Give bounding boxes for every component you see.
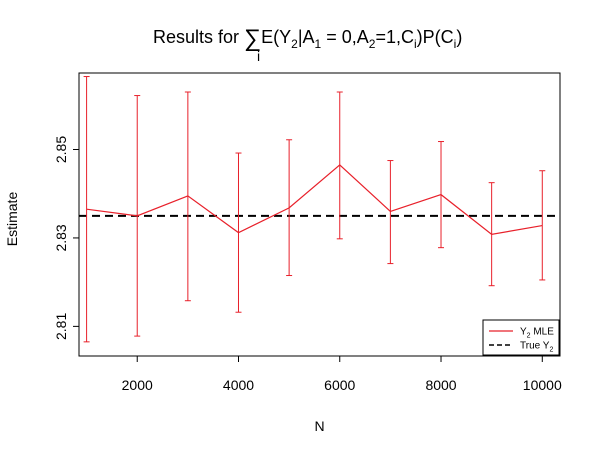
x-tick-label-6000: 6000	[324, 377, 355, 393]
title-expr-2: |A	[298, 27, 315, 47]
title-sum-symbol: ∑	[244, 25, 261, 52]
title-expr-6: )	[456, 27, 462, 47]
svg-text:Results for ∑E(Y2|A1 = 0,A2=1,: Results for ∑E(Y2|A1 = 0,A2=1,Ci)P(Ci)	[153, 25, 462, 52]
chart-title: Results for ∑E(Y2|A1 = 0,A2=1,Ci)P(Ci) i	[153, 25, 462, 64]
x-axis: 2000 4000 6000 8000 10000	[122, 356, 562, 393]
title-sub-5: i	[454, 37, 457, 51]
legend-mle-sub: 2	[527, 333, 531, 340]
x-tick-label-10000: 10000	[523, 377, 562, 393]
legend-mle-label: Y2 MLE	[520, 327, 554, 340]
y2-mle-layer	[83, 76, 546, 343]
title-sub-3: 2	[369, 37, 376, 51]
title-sub-2: 1	[315, 37, 322, 51]
title-sub-4: i	[414, 37, 417, 51]
y-axis-label: Estimate	[4, 192, 20, 247]
x-tick-label-4000: 4000	[223, 377, 254, 393]
y-tick-label-1: 2.83	[53, 224, 69, 251]
title-expr-3: = 0,A	[321, 27, 369, 47]
x-tick-label-8000: 8000	[425, 377, 456, 393]
legend-true-label: True Y2	[520, 341, 553, 354]
title-prefix: Results for	[153, 27, 244, 47]
legend-true-sub: 2	[549, 347, 553, 354]
x-axis-label: N	[314, 418, 324, 434]
title-expr-1: E(Y	[261, 27, 291, 47]
x-tick-label-2000: 2000	[122, 377, 153, 393]
title-sum-index: i	[257, 48, 260, 64]
legend-mle-base: Y	[520, 327, 527, 338]
legend-box	[482, 319, 560, 356]
y2-mle-line	[86, 164, 543, 236]
legend: Y2 MLE True Y2	[482, 319, 560, 356]
y-tick-label-0: 2.81	[53, 313, 69, 340]
plot-frame	[78, 72, 561, 357]
title-sub-1: 2	[291, 37, 298, 51]
y-tick-label-2: 2.85	[53, 136, 69, 163]
legend-mle-rest: MLE	[531, 327, 555, 338]
y-axis: 2.81 2.83 2.85	[53, 136, 79, 340]
legend-true-base: True Y	[520, 341, 550, 352]
title-expr-4: =1,C	[375, 27, 414, 47]
title-expr-5: )P(C	[417, 27, 454, 47]
